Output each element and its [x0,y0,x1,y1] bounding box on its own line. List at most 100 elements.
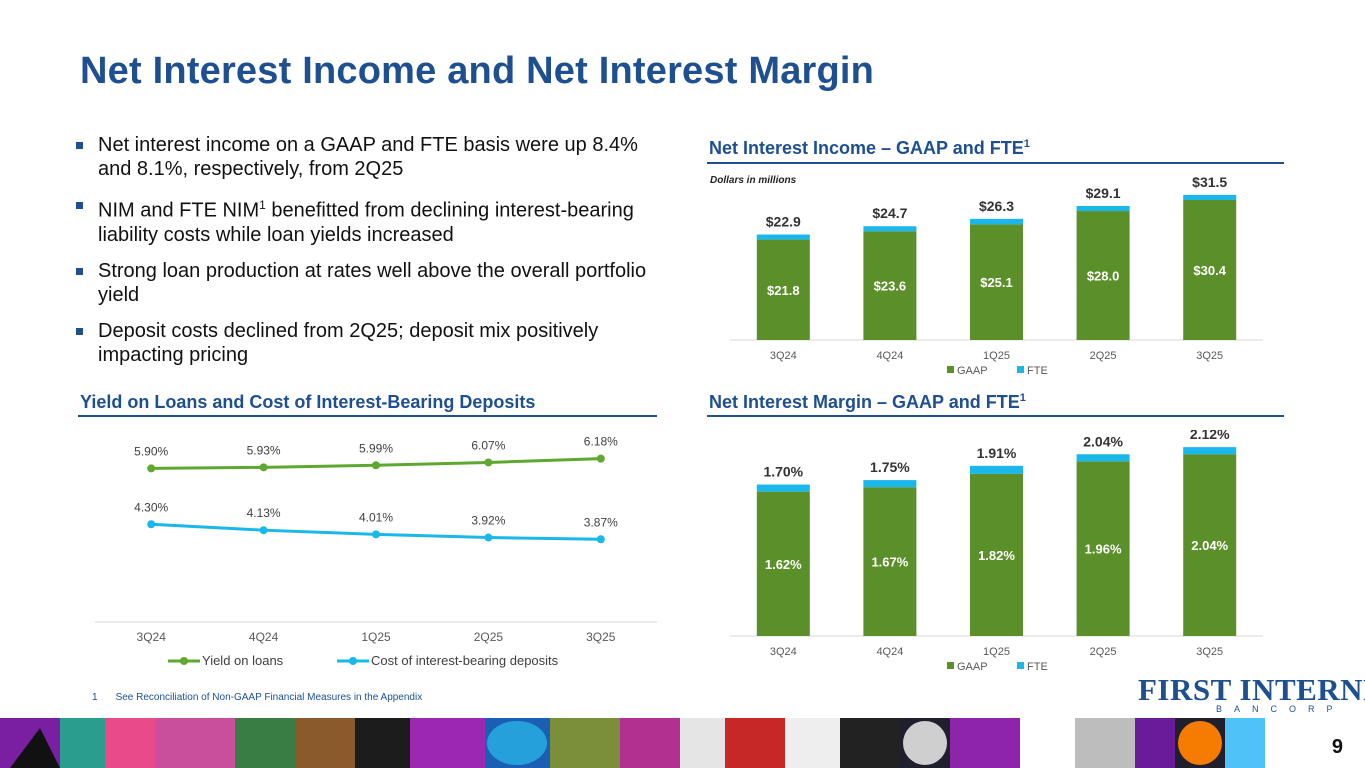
nim-chart-title: Net Interest Margin – GAAP and FTE1 [709,392,1026,413]
footnote-number: 1 [92,692,98,703]
x-tick-label: 4Q24 [249,630,279,644]
legend-label-yield: Yield on loans [202,653,284,668]
gaap-bar [863,487,917,636]
gaap-value-label: $21.8 [767,283,800,298]
yield-point [596,454,605,463]
gaap-bar [1076,461,1130,636]
gaap-bar [756,491,810,636]
yield-point [484,458,493,467]
data-label: 3.92% [471,514,505,528]
gaap-value-label: $30.4 [1193,263,1226,278]
total-value-label: 1.70% [763,464,803,480]
cost-point [372,530,380,539]
data-label: 6.07% [471,438,505,452]
footnote: 1 See Reconciliation of Non-GAAP Financia… [92,692,422,703]
nii-bar-chart: $21.8 $22.9 3Q24 $23.6 $24.7 4Q24 $25.1 $26.3 1Q… [730,174,1263,377]
bullet-text: Strong loan production at rates well abo… [98,259,647,306]
bullet-list: Net interest income on a GAAP and FTE ba… [76,133,666,379]
gaap-bar [1183,199,1237,340]
bullet-square-icon [76,267,83,275]
data-label: 6.18% [584,435,618,449]
bullet-square-icon [76,202,83,209]
bullet-square-icon [76,142,83,149]
fte-bar [863,480,917,488]
fte-bar [756,234,810,240]
bullet-square-icon [76,327,83,335]
data-label: 5.99% [359,441,393,455]
gaap-value-label: 1.67% [871,555,908,570]
yield-point [259,463,268,472]
x-tick-label: 3Q25 [1196,646,1223,658]
fte-bar [1183,447,1237,455]
logo-wordmark: FIRST INTERNET [1138,672,1365,707]
gaap-bar [970,473,1023,636]
data-label: 4.01% [359,510,393,524]
footnote-ref: 1 [1019,392,1026,404]
data-label: 3.87% [584,515,618,529]
gaap-value-label: 1.96% [1085,542,1122,557]
legend-swatch-gaap [947,662,954,669]
fte-bar [1076,205,1130,212]
bullet-item: Net interest income on a GAAP and FTE ba… [76,133,666,181]
page-title: Net Interest Income and Net Interest Mar… [80,50,875,92]
x-tick-label: 1Q25 [983,646,1010,658]
total-value-label: 1.75% [870,459,910,475]
total-value-label: 2.04% [1083,433,1123,449]
data-label: 4.13% [247,506,281,520]
decorative-banner [0,718,1365,768]
x-tick-label: 1Q25 [983,350,1010,362]
nii-units-note: Dollars in millions [710,175,797,186]
x-tick-label: 3Q24 [770,646,797,658]
total-value-label: $22.9 [766,214,801,230]
gaap-value-label: $25.1 [980,275,1013,290]
legend-label-fte: FTE [1027,365,1048,377]
bullet-item: NIM and FTE NIM1 benefitted from declini… [76,193,666,247]
data-label: 4.30% [134,500,168,514]
fte-bar [1183,194,1237,200]
logo-subtitle: BANCORP [1216,704,1345,714]
bullet-item: Strong loan production at rates well abo… [76,259,666,307]
legend-label-fte: FTE [1027,661,1048,673]
legend-label-gaap: GAAP [957,365,988,377]
bullet-text: Deposit costs declined from 2Q25; deposi… [98,319,599,366]
bullet-text-post: benefitted from declining interest-beari… [98,199,634,246]
gaap-value-label: $28.0 [1087,269,1120,284]
legend-swatch-fte [1017,662,1024,669]
nim-title-rule [707,415,1284,417]
total-value-label: $29.1 [1086,185,1121,201]
gaap-value-label: 1.62% [765,557,802,572]
yield-point [147,464,156,473]
x-tick-label: 2Q25 [1090,350,1117,362]
gaap-bar [863,231,917,340]
fte-bar [863,226,917,232]
company-logo: FIRST INTERNET BANCORP [1138,672,1365,714]
nii-title-rule [707,162,1284,164]
legend-swatch-gaap [947,366,954,373]
total-value-label: $31.5 [1192,174,1227,190]
legend-label-gaap: GAAP [957,661,988,673]
fte-bar [1076,454,1130,462]
x-tick-label: 1Q25 [361,630,391,644]
gaap-value-label: $23.6 [874,279,907,294]
x-tick-label: 4Q24 [876,646,903,658]
cost-point [596,535,605,544]
footnote-ref: 1 [259,198,266,212]
data-label: 5.93% [247,443,281,457]
footnote-text: See Reconciliation of Non-GAAP Financial… [115,692,423,703]
legend-swatch-fte [1017,366,1024,373]
gaap-bar [1076,211,1130,340]
total-value-label: 1.91% [977,445,1017,461]
gaap-bar [970,224,1023,340]
gaap-value-label: 2.04% [1191,538,1228,553]
nim-title-text: Net Interest Margin – GAAP and FTE [709,392,1020,412]
yield-line-chart: 5.90% 5.93% 5.99% 6.07% 6.18% 4.30% 4.13% 4.01%… [95,435,657,668]
data-label: 5.90% [134,444,168,458]
gaap-bar [756,239,810,340]
fte-bar [970,465,1023,474]
fte-bar [970,218,1023,225]
x-tick-label: 3Q24 [770,350,797,362]
total-value-label: $24.7 [872,205,907,221]
yield-point [372,461,380,470]
gaap-value-label: 1.82% [978,548,1015,563]
total-value-label: $26.3 [979,198,1014,214]
